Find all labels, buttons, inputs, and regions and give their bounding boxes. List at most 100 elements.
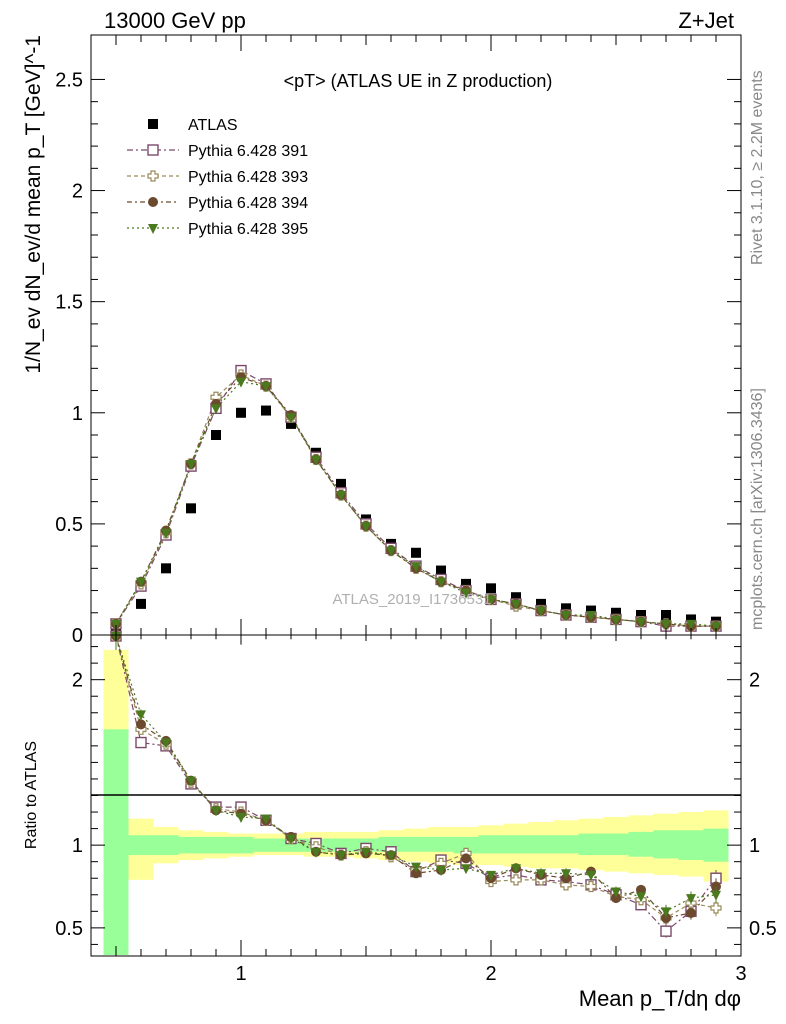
ratio-y-axis: 0.5 0.5 1 1 2 2: [55, 646, 777, 945]
ratio-y-axis-label: Ratio to ATLAS: [23, 741, 40, 849]
ratio-point: [411, 862, 421, 873]
data-point: [636, 610, 646, 620]
ratio-point: [711, 890, 721, 901]
ratio-point: [436, 865, 446, 876]
mc-point: [111, 619, 121, 630]
ratio-point: [161, 738, 171, 749]
ratio-panel: 0.5 0.5 1 1 2 2 1 2 3 Ratio to ATLAS Mean p_T/d…: [23, 35, 777, 1011]
mc-point: [161, 528, 171, 539]
inner-band-bin: [278, 838, 304, 852]
series-line: [115, 381, 717, 627]
ratio-data-layer: [110, 630, 722, 938]
data-point: [161, 563, 171, 574]
ratio-point: [261, 814, 271, 825]
ratio-point: [311, 847, 321, 858]
inner-band-bin: [653, 830, 679, 859]
inner-band-bin: [428, 836, 454, 852]
mc-point: [711, 622, 721, 633]
legend-marker: [148, 197, 158, 207]
mc-point: [311, 455, 321, 466]
data-point: [536, 598, 546, 609]
inner-band-bin: [128, 835, 154, 856]
mc-point: [236, 377, 246, 388]
ratio-point: [585, 880, 597, 893]
x-axis: 1 2 3: [90, 35, 747, 985]
inner-band-bin: [703, 828, 729, 862]
mc-point: [636, 617, 646, 628]
data-point: [586, 605, 596, 616]
y-tick-label: 1: [72, 403, 83, 425]
data-point: [611, 607, 621, 618]
mc-point: [361, 522, 371, 533]
x-tick-label: 3: [735, 963, 746, 985]
main-y-axis: 0 0.5 1 1.5 2 2.5: [55, 69, 741, 647]
data-point: [336, 478, 346, 489]
mc-point: [586, 611, 596, 621]
main-panel: 0 0.5 1 1.5 2 2.5 <pT> (ATLAS UE in Z product…: [22, 34, 742, 647]
x-axis-label: Mean p_T/dη dφ: [579, 986, 741, 1011]
inner-band-bin: [103, 729, 129, 955]
main-data-layer: [110, 364, 722, 636]
mc-point: [136, 577, 146, 588]
ratio-point: [560, 879, 572, 891]
mc-point: [411, 562, 421, 573]
legend: ATLAS Pythia 6.428 391 Pythia 6.428 393 Pyt…: [127, 117, 308, 238]
data-point: [511, 592, 521, 603]
mc-point: [386, 546, 396, 557]
data-point: [136, 598, 146, 609]
x-tick-label: 2: [485, 963, 496, 985]
watermark-label: ATLAS_2019_I1736531: [332, 591, 491, 608]
data-point: [236, 407, 246, 418]
inner-band-bin: [528, 835, 554, 854]
ratio-point: [186, 776, 196, 787]
ratio-point: [336, 851, 346, 862]
mc-point: [536, 606, 546, 617]
inner-band-bin: [603, 833, 629, 856]
ratio-point: [136, 719, 146, 730]
inner-band-bin: [403, 836, 429, 852]
inner-band-bin: [328, 838, 354, 852]
mc-point: [661, 619, 671, 630]
mc-point: [561, 611, 571, 621]
ratio-point: [511, 864, 521, 875]
ratio-y-tick-label: 0.5: [749, 918, 777, 940]
legend-marker: [148, 119, 158, 129]
inner-band-bin: [203, 836, 229, 854]
data-point: [211, 430, 221, 440]
data-point: [461, 578, 471, 589]
mc-point: [186, 459, 196, 470]
rivet-label: Rivet 3.1.10, ≥ 2.2M events: [749, 70, 766, 265]
data-point: [561, 603, 571, 614]
mc-point: [336, 491, 346, 501]
ratio-point: [611, 893, 621, 904]
ratio-point: [211, 806, 221, 817]
ratio-point: [686, 907, 696, 918]
inner-band-bin: [453, 836, 479, 854]
y-tick-label: 2.5: [55, 69, 83, 91]
ratio-y-tick-label: 0.5: [55, 918, 83, 940]
mc-point: [486, 595, 496, 606]
series-line: [115, 369, 716, 627]
mc-point: [211, 404, 221, 415]
inner-band-bin: [478, 835, 504, 854]
inner-band-bin: [378, 836, 404, 852]
ratio-point: [411, 868, 421, 879]
y-tick-label: 2: [72, 181, 83, 203]
mc-point: [436, 577, 446, 588]
data-point: [486, 583, 496, 594]
legend-marker: [147, 144, 159, 156]
x-tick-label: 1: [235, 963, 246, 985]
data-point: [436, 565, 446, 576]
ratio-point: [236, 813, 246, 824]
ratio-point: [286, 834, 296, 845]
inner-band-bin: [153, 835, 179, 856]
ratio-point: [561, 869, 571, 880]
ratio-point: [461, 853, 471, 864]
data-point: [261, 405, 271, 416]
ratio-point: [135, 736, 147, 749]
legend-marker: [148, 224, 158, 234]
legend-label: Pythia 6.428 395: [188, 221, 308, 238]
mc-point: [511, 599, 521, 610]
ratio-y-tick-label: 1: [749, 835, 760, 857]
